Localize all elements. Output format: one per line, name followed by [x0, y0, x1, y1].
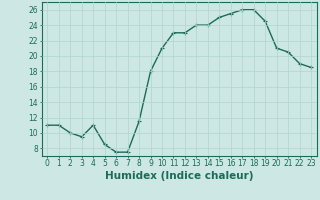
X-axis label: Humidex (Indice chaleur): Humidex (Indice chaleur) — [105, 171, 253, 181]
